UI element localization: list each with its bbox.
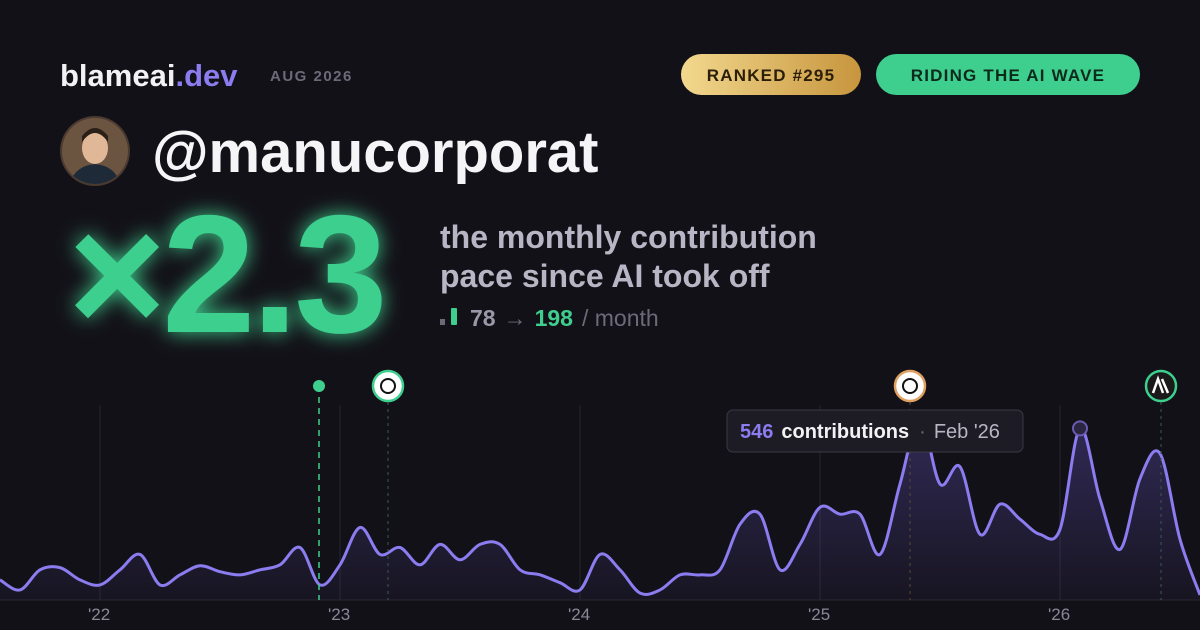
area-fill	[0, 418, 1200, 600]
openai-glyph	[380, 378, 396, 394]
rank-badge-text: RANKED #295	[707, 66, 835, 85]
x-tick-label: '23	[328, 605, 350, 624]
tooltip-date: Feb '26	[934, 421, 1000, 443]
brand-name: blameai	[60, 58, 175, 93]
description-line: pace since AI took off	[440, 258, 770, 294]
tooltip-value: 546	[740, 421, 773, 443]
pace: 78 → 198 / month	[470, 305, 659, 331]
highlight-point	[1072, 420, 1088, 437]
description-line: the monthly contribution	[440, 219, 817, 255]
date: AUG 2026	[270, 68, 353, 85]
pace-before: 78	[470, 305, 496, 331]
tooltip-text: 546 contributions · Feb '26	[740, 421, 1000, 443]
pace-arrow: →	[504, 305, 527, 331]
openai-glyph	[902, 378, 918, 394]
ai-takeoff-dot	[313, 380, 325, 392]
tooltip: 546 contributions · Feb '26	[726, 409, 1024, 453]
multiplier: ×2.3	[68, 180, 384, 368]
tooltip-box	[726, 409, 1024, 453]
x-tick-label: '26	[1048, 605, 1070, 624]
openai-icon	[893, 369, 927, 403]
line	[0, 416, 1200, 596]
brand-tld: .dev	[175, 58, 238, 93]
x-tick-label: '25	[808, 605, 830, 624]
openai-icon	[371, 369, 405, 403]
rank-badge	[681, 54, 861, 95]
x-tick-label: '22	[88, 605, 110, 624]
status-badge	[876, 54, 1140, 95]
pace-icon	[451, 308, 457, 325]
x-tick-label: '24	[568, 605, 590, 624]
status-badge-text: RIDING THE AI WAVE	[911, 66, 1105, 85]
pace-after: 198	[535, 305, 574, 331]
pace-unit: / month	[582, 305, 659, 331]
tooltip-label: contributions	[781, 421, 909, 443]
username: @manucorporat	[152, 120, 599, 185]
event-markers	[313, 369, 1178, 600]
anthropic-glyph	[1151, 375, 1170, 394]
pace-icon	[440, 319, 445, 325]
brand: blameai.dev	[60, 58, 238, 93]
